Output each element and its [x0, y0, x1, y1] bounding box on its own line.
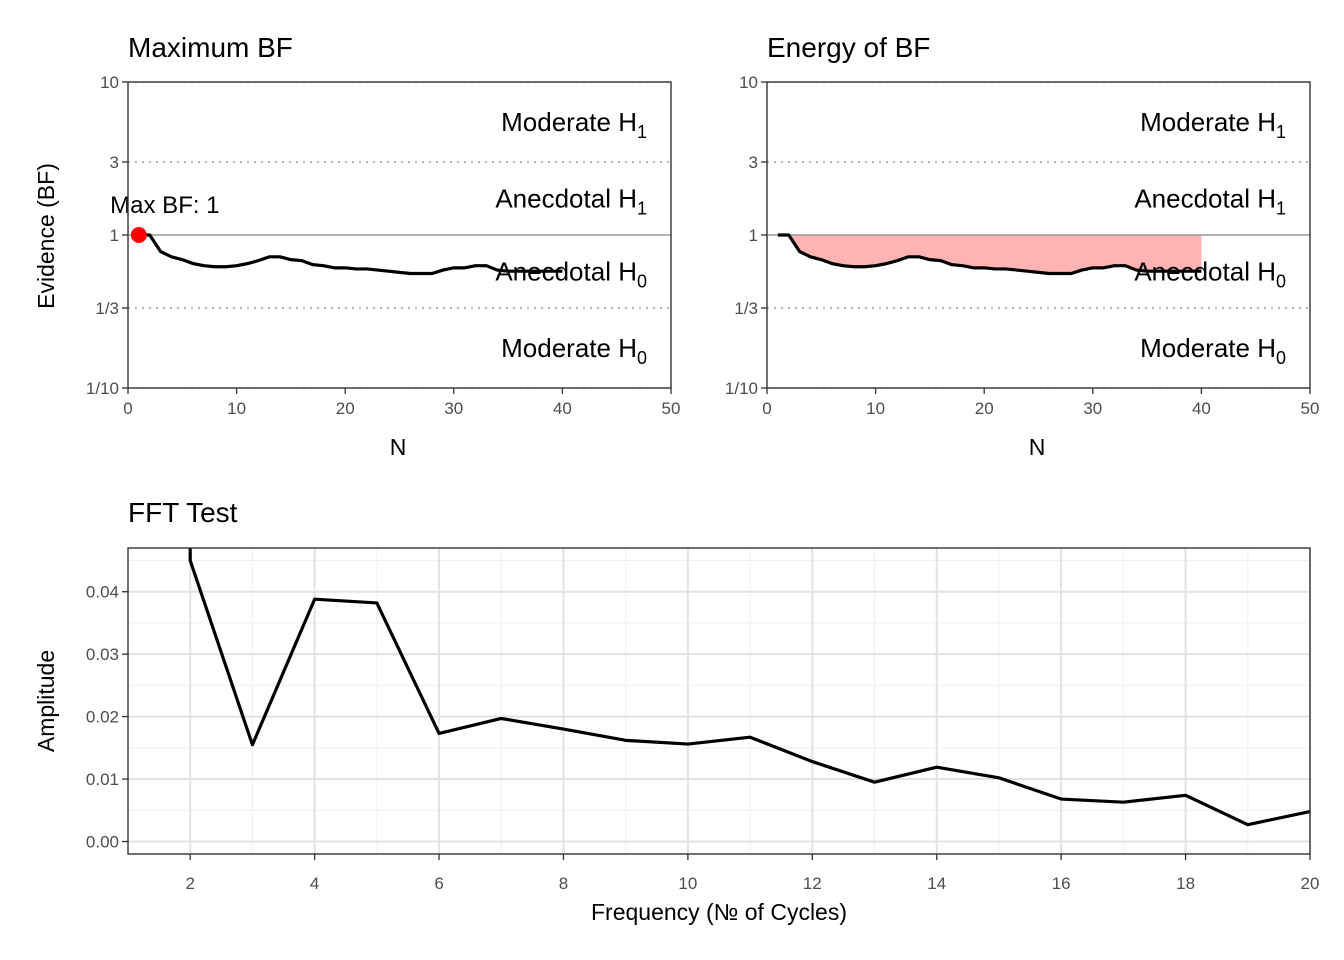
panel-border [766, 81, 1311, 389]
region-label: Moderate H0 [501, 333, 647, 368]
x-tick-label: 50 [662, 399, 681, 418]
y-tick-label: 1/10 [725, 379, 758, 398]
y-tick-label: 0.00 [86, 833, 119, 852]
plot-area: 10 3 1 1/3 1/100 10 20 30 40 50 Moderate H1 Anecdot… [725, 73, 1320, 418]
y-tick-label: 1 [749, 226, 758, 245]
y-tick-label: 3 [749, 153, 758, 172]
x-tick-label: 14 [927, 874, 946, 893]
x-tick-label: 40 [553, 399, 572, 418]
region-label: Anecdotal H1 [495, 184, 647, 219]
x-tick-label: 12 [803, 874, 822, 893]
x-tick-label: 10 [678, 874, 697, 893]
panel-maximum-bf: Maximum BF 10 3 1 1/3 1/100 10 20 30 40 50 Moderat… [33, 32, 680, 460]
y-axis-label: Amplitude [33, 650, 59, 752]
plot-area: 10 3 1 1/3 1/100 10 20 30 40 50 Moderate H1 Anecdot… [86, 73, 681, 418]
x-tick-label: 30 [1083, 399, 1102, 418]
region-label: Moderate H1 [501, 107, 647, 142]
x-tick-label: 18 [1176, 874, 1195, 893]
panel-border [127, 547, 1311, 855]
max-bf-label: Max BF: 1 [110, 192, 219, 219]
y-tick-label: 10 [100, 73, 119, 92]
y-tick-label: 0.02 [86, 708, 119, 727]
x-tick-label: 40 [1192, 399, 1211, 418]
y-tick-label: 0.03 [86, 645, 119, 664]
x-axis-label: Frequency (№ of Cycles) [591, 899, 847, 925]
panel-title: Maximum BF [128, 32, 293, 63]
y-tick-label: 1/10 [86, 379, 119, 398]
region-label: Anecdotal H0 [495, 256, 647, 291]
x-tick-label: 20 [336, 399, 355, 418]
series-line [138, 233, 563, 276]
x-tick-label: 0 [123, 399, 132, 418]
plot-area: 2 4 6 8 10 12 14 16 18 20 0.00 0.01 0.02 0.03 0.04 [86, 547, 1320, 893]
y-tick-label: 0.01 [86, 770, 119, 789]
series-line [777, 233, 1202, 276]
y-tick-label: 10 [739, 73, 758, 92]
x-tick-label: 4 [310, 874, 319, 893]
x-tick-label: 50 [1301, 399, 1320, 418]
x-tick-label: 2 [185, 874, 194, 893]
x-tick-label: 30 [444, 399, 463, 418]
x-axis-label: N [1029, 434, 1046, 460]
region-label: Anecdotal H0 [1134, 256, 1286, 291]
x-tick-label: 16 [1052, 874, 1071, 893]
panel-border [127, 81, 672, 389]
x-tick-label: 0 [762, 399, 771, 418]
x-axis-label: N [390, 434, 407, 460]
panel-title: Energy of BF [767, 32, 930, 63]
region-label: Anecdotal H1 [1134, 184, 1286, 219]
y-tick-label: 1/3 [95, 299, 119, 318]
y-tick-label: 1/3 [734, 299, 758, 318]
y-axis-label: Evidence (BF) [33, 163, 59, 309]
y-tick-label: 0.04 [86, 583, 119, 602]
region-label: Moderate H0 [1140, 333, 1286, 368]
panel-fft-test: FFT Test 2 4 6 8 10 12 14 16 18 20 0.00 0.01 0.02 0.0… [33, 497, 1319, 925]
x-tick-label: 8 [559, 874, 568, 893]
x-tick-label: 10 [866, 399, 885, 418]
panel-title: FFT Test [128, 497, 238, 528]
y-tick-label: 3 [110, 153, 119, 172]
y-tick-label: 1 [110, 226, 119, 245]
series-line [188, 548, 1310, 827]
x-tick-label: 20 [1301, 874, 1320, 893]
max-bf-point [130, 227, 147, 243]
region-label: Moderate H1 [1140, 107, 1286, 142]
panel-energy-of-bf: Energy of BF 10 3 1 1/3 1/100 10 20 30 40 50 Moder… [725, 32, 1320, 460]
x-tick-label: 6 [434, 874, 443, 893]
x-tick-label: 10 [227, 399, 246, 418]
x-tick-label: 20 [975, 399, 994, 418]
